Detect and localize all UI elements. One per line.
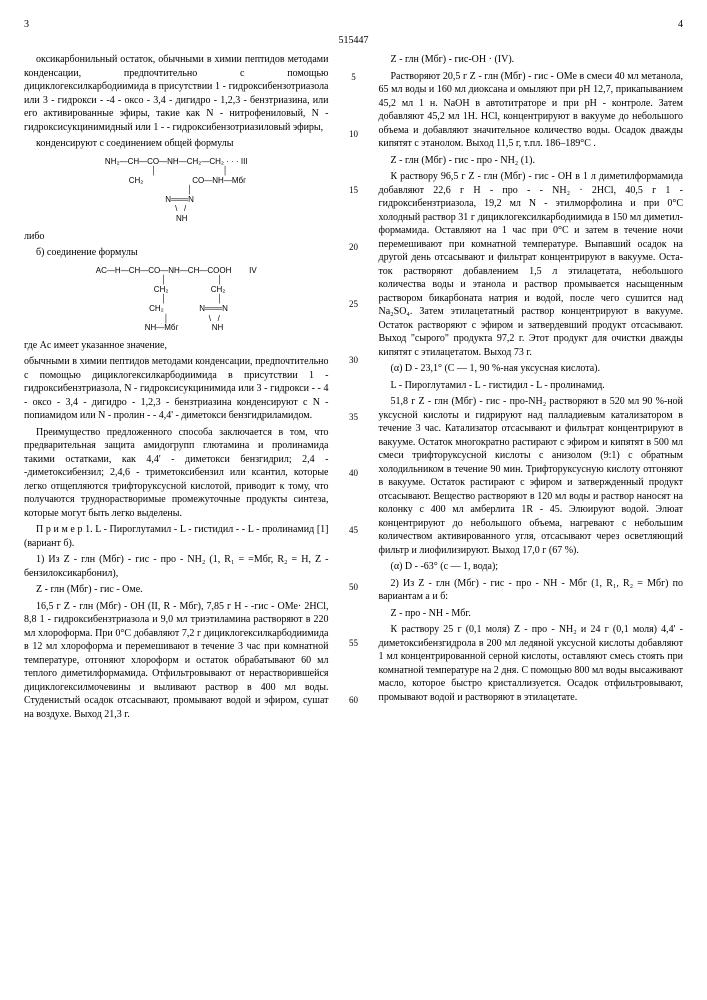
para: 16,5 г Z - глн (Мбг) - ОН (II, R - Мбг),… [24,600,329,722]
para: оксикарбонильный остаток, обычными в хим… [24,53,329,134]
formula-3: NH₂—CH—CO—NH—CH₂—CH₂ · · · III │ │ CH₂ C… [24,157,329,224]
para: Z - глн (Мбг) - гис-OH · (IV). [379,53,684,67]
doc-number: 515447 [24,34,683,48]
para: К раствору 96,5 г Z - глн (Мбг) - гис - … [379,170,684,359]
page-left: 3 [24,18,29,32]
para: обычными в химии пептидов методами конде… [24,355,329,423]
para: (α) D - 23,1° (С ― 1, 90 %-ная уксусная … [379,362,684,376]
line-numbers: 5 10 15 20 25 30 35 40 45 50 55 60 [347,53,361,724]
para: (α) D - -63° (с ― 1, вода); [379,560,684,574]
lineno: 60 [347,694,361,706]
para: 51,8 г Z - глн (Мбг) - гис - про-NH₂ рас… [379,395,684,557]
lineno: 55 [347,637,361,649]
para: конденсируют с соединением общей формулы [24,137,329,151]
para: либо [24,230,329,244]
lineno: 30 [347,354,361,366]
lineno: 25 [347,298,361,310]
lineno: 20 [347,241,361,253]
para: L - Пироглутамил - L - гистидил - L - пр… [379,379,684,393]
para: Z - про - NH - Мбг. [379,607,684,621]
para: 1) Из Z - глн (Мбг) - гис - про - NH₂ (1… [24,553,329,580]
content-columns: оксикарбонильный остаток, обычными в хим… [24,53,683,724]
formula-4: AC—H—CH—CO—NH—CH—COOH IV │ │ CH₂ CH₂ │ │… [24,266,329,333]
lineno: 35 [347,411,361,423]
lineno: 5 [347,71,361,83]
para: Z - глн (Мбг) - гис - про - NH₂ (1). [379,154,684,168]
lineno: 10 [347,128,361,140]
lineno: 15 [347,184,361,196]
para: 2) Из Z - глн (Мбг) - гис - про - NH - М… [379,577,684,604]
para: П р и м е р 1. L - Пироглутамил - L - ги… [24,523,329,550]
para: где Ac имеет указанное значение, [24,339,329,353]
para: Растворяют 20,5 г Z - глн (Мбг) - гис - … [379,70,684,151]
para: Z - глн (Мбг) - гис - Оме. [24,583,329,597]
lineno: 40 [347,467,361,479]
lineno: 50 [347,581,361,593]
para: Преимущество предложенного способа за­кл… [24,426,329,521]
para: К раствору 25 г (0,1 моля) Z - про - NH₂… [379,623,684,704]
para: б) соединение формулы [24,246,329,260]
lineno: 45 [347,524,361,536]
page-right: 4 [678,18,683,32]
right-column: Z - глн (Мбг) - гис-OH · (IV). Растворяю… [379,53,684,724]
left-column: оксикарбонильный остаток, обычными в хим… [24,53,329,724]
